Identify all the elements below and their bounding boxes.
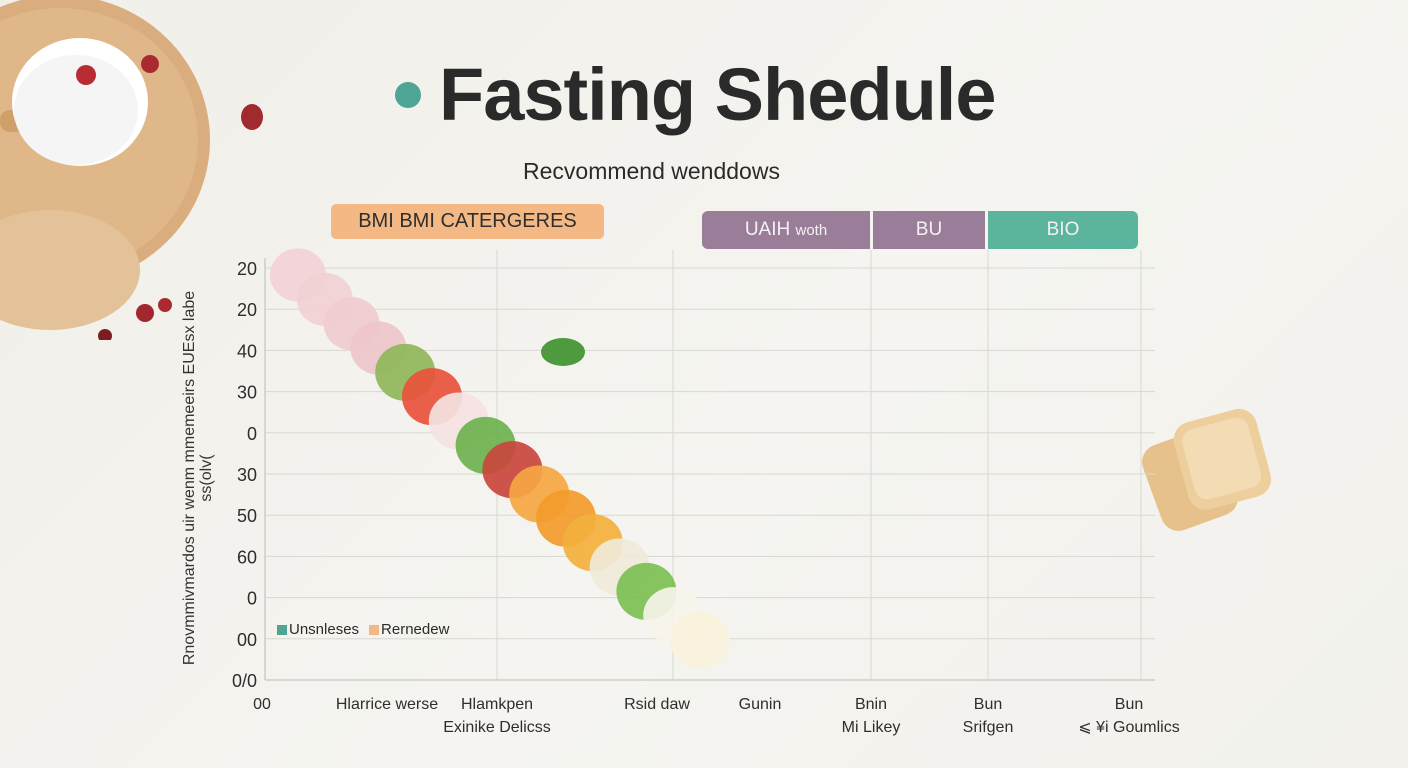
y-tick-label: 0/0 — [232, 671, 257, 691]
y-tick-label: 0 — [247, 589, 257, 609]
segment-uaih[interactable]: UAIH woth — [702, 211, 870, 249]
x-tick-label: Rsid daw — [624, 696, 690, 713]
chart-legend: Unsnleses Rernedew — [277, 621, 459, 638]
page-title: Fasting Shedule — [439, 53, 997, 136]
page-subtitle: Recvommend wenddows — [523, 158, 780, 184]
x-tick-label-line2: Exinike Delicss — [443, 719, 551, 736]
y-tick-label: 60 — [237, 547, 257, 567]
y-tick-label: 20 — [237, 259, 257, 279]
berry-image — [241, 104, 263, 130]
series-point — [729, 631, 732, 634]
segment-bu-label: BU — [915, 219, 943, 240]
window-segment-bar: UAIH woth BU BIO — [702, 211, 1138, 249]
series-point — [399, 343, 402, 346]
wooden-board-image — [0, 0, 210, 340]
x-tick-label: Bun — [974, 696, 1002, 713]
x-tick-label-line2: ⩽ ¥i Goumlics — [1078, 719, 1179, 736]
series-point — [619, 511, 622, 514]
title-group: Fasting Shedule — [395, 52, 997, 137]
food-slice — [670, 611, 730, 669]
series-point — [674, 567, 677, 570]
y-tick-label: 30 — [237, 383, 257, 403]
legend-label-rernedew: Rernedew — [381, 621, 450, 638]
x-tick-label: Gunin — [739, 696, 782, 713]
legend-swatch-orange — [369, 624, 380, 635]
x-tick-label: 00 — [253, 696, 271, 713]
x-tick-label: Hlamkpen — [461, 696, 533, 713]
bmi-category-pill: BMI BMI CATERGERES — [331, 204, 604, 239]
x-tick-label: Bun — [1115, 696, 1143, 713]
x-axis-ticks: 00 Hlarrice werse Hlamkpen Exinike Delicss R… — [253, 696, 1180, 736]
x-tick-label: Hlarrice werse — [336, 696, 438, 713]
series-point — [454, 383, 457, 386]
food-slices-decoration — [270, 248, 730, 669]
y-tick-label: 00 — [237, 630, 257, 650]
x-tick-label-line2: Srifgen — [963, 719, 1014, 736]
segment-bu[interactable]: BU — [873, 211, 985, 249]
segment-uaih-label: UAIH — [744, 219, 791, 240]
series-point — [564, 463, 567, 466]
series-point — [509, 423, 512, 426]
y-tick-label: 20 — [237, 300, 257, 320]
legend-label-unsnleses: Unsnleses — [289, 621, 360, 638]
y-axis-label: Rnovmmivmardos uir wenm mmemeeirs EUEsx … — [181, 290, 215, 666]
legend-item-rernedew: Rernedew — [369, 621, 449, 638]
y-tick-label: 40 — [237, 341, 257, 361]
segment-bio-label: BIO — [1046, 219, 1080, 240]
series-point — [289, 279, 292, 282]
segment-uaih-sub: woth — [795, 222, 828, 239]
segment-bio[interactable]: BIO — [988, 211, 1138, 249]
legend-swatch-teal — [277, 624, 287, 635]
basil-leaf-icon — [541, 338, 585, 366]
y-tick-label: 50 — [237, 506, 257, 526]
x-tick-label: Bnin — [855, 696, 887, 713]
toast-image — [1142, 408, 1272, 531]
series-point — [344, 311, 347, 314]
chart-grid — [264, 250, 1155, 681]
y-tick-label: 0 — [247, 424, 257, 444]
title-bullet-icon — [395, 81, 421, 108]
legend-item-unsnleses: Unsnleses — [277, 621, 359, 638]
x-tick-label-line2: Mi Likey — [842, 719, 901, 736]
y-tick-label: 30 — [237, 465, 257, 485]
